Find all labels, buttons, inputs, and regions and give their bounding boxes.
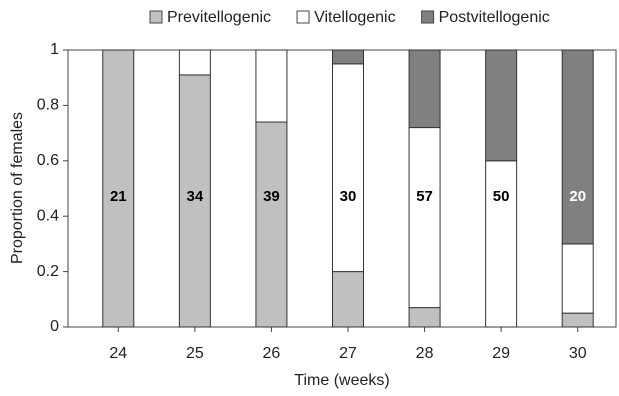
bar-segment bbox=[332, 49, 364, 65]
sample-size: 39 bbox=[263, 188, 280, 205]
x-tick-label: 30 bbox=[569, 345, 587, 362]
y-tick-label: 1 bbox=[50, 41, 59, 58]
x-tick-label: 26 bbox=[263, 345, 281, 362]
sample-size: 21 bbox=[110, 188, 127, 205]
x-tick-label: 29 bbox=[492, 345, 510, 362]
bar-segment bbox=[408, 307, 441, 328]
y-tick-label: 0.8 bbox=[37, 97, 59, 114]
y-tick-label: 0.4 bbox=[37, 207, 59, 224]
sample-size: 30 bbox=[340, 188, 357, 205]
x-tick-label: 27 bbox=[339, 345, 357, 362]
legend-label: Vitellogenic bbox=[314, 9, 396, 26]
sample-size: 34 bbox=[187, 188, 204, 205]
sample-size: 57 bbox=[416, 188, 433, 205]
bar-segment bbox=[408, 127, 441, 309]
sample-size: 20 bbox=[569, 188, 586, 205]
bar-segment bbox=[485, 160, 518, 328]
bar-segment bbox=[332, 63, 364, 273]
bar-segment bbox=[561, 243, 594, 314]
legend-swatch bbox=[296, 10, 310, 24]
x-tick-label: 24 bbox=[109, 345, 127, 362]
bar-segment bbox=[561, 49, 594, 245]
bar-segment bbox=[255, 49, 288, 123]
y-tick-label: 0 bbox=[50, 318, 59, 335]
x-tick-label: 25 bbox=[186, 345, 204, 362]
sample-size: 50 bbox=[493, 188, 510, 205]
x-tick-label: 28 bbox=[416, 345, 434, 362]
legend-swatch bbox=[149, 10, 163, 24]
legend-label: Postvitellogenic bbox=[439, 9, 550, 26]
y-tick-label: 0.6 bbox=[37, 152, 59, 169]
legend-swatch bbox=[421, 10, 435, 24]
bar-segment bbox=[332, 271, 364, 328]
bar-segment bbox=[485, 49, 518, 162]
bar-segment bbox=[255, 121, 288, 328]
bar-segment bbox=[408, 49, 441, 129]
legend-label: Previtellogenic bbox=[167, 9, 271, 26]
y-tick-label: 0.2 bbox=[37, 263, 59, 280]
bar-segment bbox=[178, 49, 211, 76]
x-axis-label: Time (weeks) bbox=[294, 372, 389, 389]
y-axis-label: Proportion of females bbox=[9, 112, 26, 264]
bar-segment bbox=[102, 49, 135, 328]
bar-segment bbox=[561, 312, 594, 328]
